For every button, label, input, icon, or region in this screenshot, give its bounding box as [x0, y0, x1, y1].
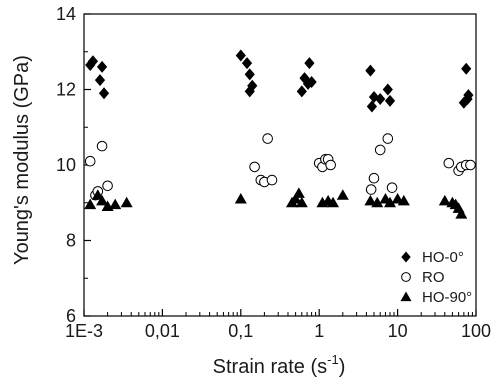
legend-label: HO-90°: [422, 289, 472, 306]
legend-label: HO-0°: [422, 249, 464, 266]
data-point: [120, 196, 133, 208]
data-point: [364, 194, 377, 206]
series-diamond: [85, 49, 474, 113]
data-point: [374, 144, 386, 156]
legend-item: HO-0°: [401, 249, 464, 266]
series-triangle: [84, 187, 468, 219]
data-point: [327, 196, 340, 208]
legend-marker: [401, 272, 411, 282]
x-tick-label: 0,1: [228, 321, 253, 341]
y-tick-label: 14: [56, 4, 76, 24]
x-tick-label: 1: [314, 321, 324, 341]
data-point: [296, 85, 307, 98]
data-point: [249, 161, 260, 173]
data-point: [455, 208, 468, 219]
y-tick-label: 10: [56, 155, 76, 175]
y-tick-label: 6: [66, 306, 76, 326]
data-point: [304, 57, 315, 70]
data-point: [461, 62, 472, 75]
data-point: [368, 172, 380, 184]
data-point: [87, 55, 99, 68]
data-point: [241, 57, 253, 70]
data-point: [98, 87, 110, 100]
x-tick-label: 0,01: [145, 321, 180, 341]
data-point: [386, 182, 398, 193]
data-point: [306, 75, 317, 88]
data-point: [85, 58, 96, 71]
legend-marker: [400, 291, 412, 302]
data-point: [295, 196, 308, 208]
x-axis-title: Strain rate (s-1): [213, 352, 346, 378]
data-point: [463, 89, 474, 102]
data-point: [244, 68, 255, 81]
data-point: [262, 133, 273, 144]
data-point: [375, 92, 386, 105]
data-point: [292, 187, 305, 198]
data-point: [247, 79, 258, 92]
data-point: [384, 196, 397, 208]
data-point: [234, 192, 247, 204]
y-axis-title: Young's modulus (GPa): [11, 55, 33, 265]
x-axis-title-main: Strain rate (s: [213, 356, 327, 378]
x-tick-label: 1E-3: [65, 321, 103, 341]
y-tick-label: 8: [66, 231, 76, 251]
legend-item: RO: [401, 269, 445, 286]
data-point: [325, 159, 336, 171]
data-point: [458, 96, 469, 109]
x-tick-label: 10: [388, 321, 408, 341]
data-point: [94, 74, 106, 87]
legend-marker: [401, 251, 411, 263]
data-point: [302, 77, 314, 90]
x-tick-label: 100: [461, 321, 491, 341]
data-point: [366, 100, 377, 113]
data-point: [365, 64, 376, 77]
data-point: [382, 133, 394, 144]
data-point: [368, 91, 380, 104]
series-circle-open: [84, 133, 476, 201]
data-point: [289, 192, 302, 204]
legend-label: RO: [422, 269, 445, 286]
x-axis-title-tail: ): [339, 356, 346, 378]
data-point: [84, 198, 97, 210]
data-point: [371, 196, 384, 208]
data-point: [84, 155, 96, 167]
plot-frame: [83, 13, 477, 317]
data-point: [384, 94, 396, 107]
data-point: [102, 180, 113, 192]
legend-item: HO-90°: [400, 289, 472, 306]
data-point: [235, 49, 246, 62]
data-point: [465, 159, 476, 171]
data-point: [109, 198, 122, 210]
data-point: [96, 140, 108, 152]
x-axis-title-superscript: -1: [327, 352, 339, 367]
data-point: [397, 194, 410, 206]
data-point: [382, 83, 393, 96]
data-point: [266, 174, 278, 186]
data-point: [365, 184, 377, 195]
data-point: [443, 157, 455, 169]
data-point: [96, 60, 108, 73]
data-point: [438, 194, 451, 206]
data-point: [96, 194, 109, 206]
y-tick-label: 12: [56, 80, 76, 100]
data-point: [336, 189, 349, 200]
